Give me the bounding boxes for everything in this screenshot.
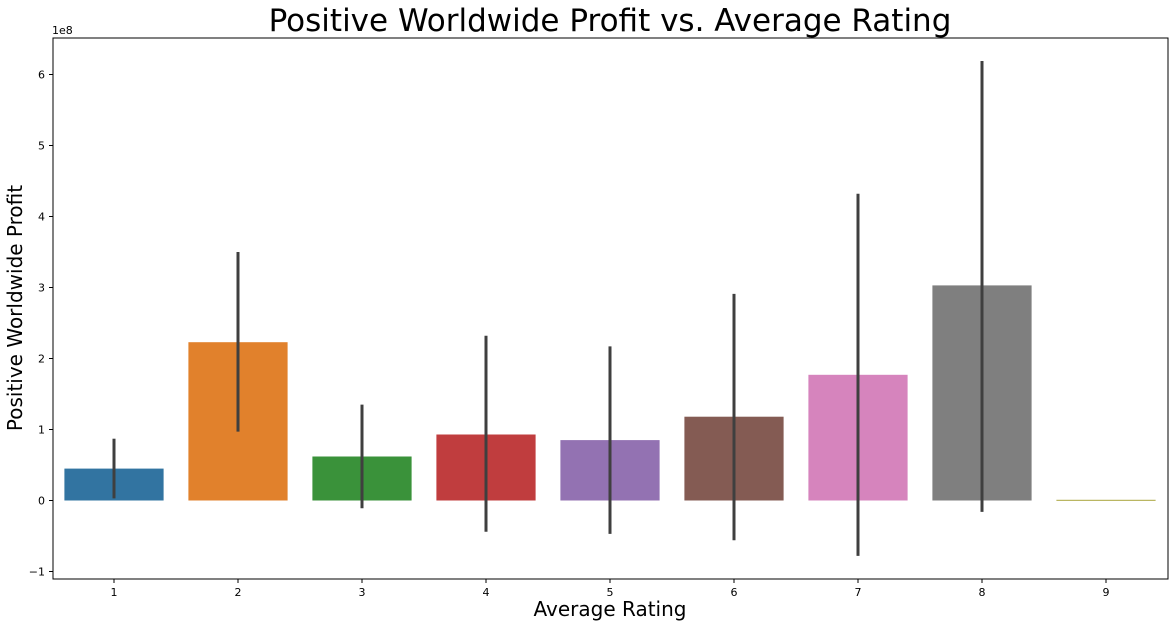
y-tick-label: 5	[38, 140, 45, 153]
x-tick-label: 1	[111, 586, 118, 599]
y-tick-label: 2	[38, 353, 45, 366]
y-axis-label: Positive Worldwide Profit	[3, 185, 27, 431]
y-ticks-layer: −1 0 1 2 3 4 5 6	[29, 69, 53, 579]
x-tick-label: 8	[979, 586, 986, 599]
y-tick-label: 0	[38, 495, 45, 508]
x-tick-label: 3	[359, 586, 366, 599]
x-tick-label: 6	[731, 586, 738, 599]
y-tick-label: 3	[38, 282, 45, 295]
x-tick-label: 2	[235, 586, 242, 599]
x-tick-label: 4	[483, 586, 490, 599]
chart-title: Positive Worldwide Profit vs. Average Ra…	[269, 3, 952, 39]
x-ticks-layer: 1 2 3 4 5 6 7 8 9	[111, 579, 1110, 599]
y-tick-label: 1	[38, 424, 45, 437]
x-tick-label: 7	[855, 586, 862, 599]
y-tick-label: 4	[38, 211, 45, 224]
bar-rating-9	[1056, 499, 1156, 501]
error-bars-layer	[112, 61, 984, 556]
y-tick-label: 6	[38, 69, 45, 82]
x-tick-label: 5	[607, 586, 614, 599]
y-tick-label: −1	[29, 566, 45, 579]
x-tick-label: 9	[1103, 586, 1110, 599]
x-axis-label: Average Rating	[534, 597, 687, 621]
plot-frame	[52, 37, 1169, 580]
y-axis-offset-label: 1e8	[52, 24, 73, 37]
